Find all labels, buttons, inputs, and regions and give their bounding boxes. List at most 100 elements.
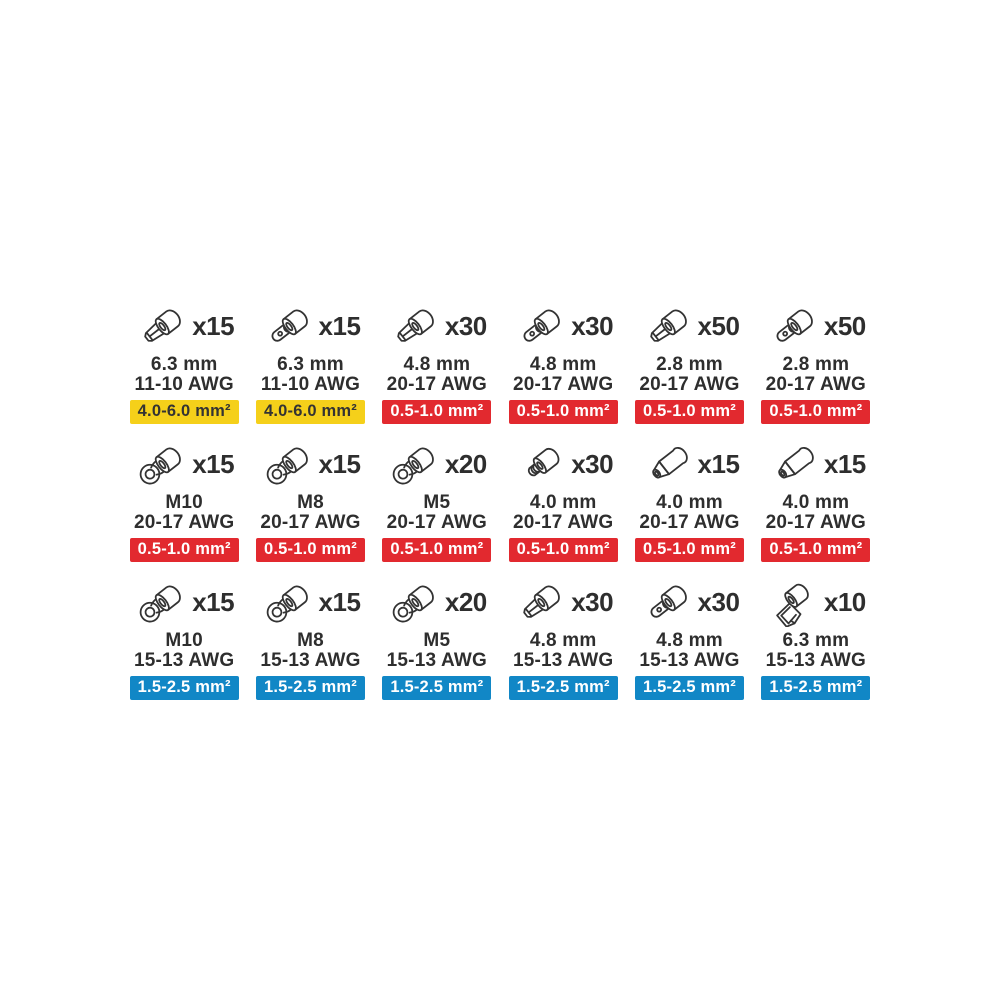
male-spade-icon: [640, 577, 698, 627]
female-spade-icon: [513, 577, 571, 627]
terminal-size-label: 4.0 mm: [529, 492, 597, 513]
terminal-icon-row: x50: [753, 300, 879, 352]
terminal-size-label: 4.8 mm: [529, 354, 597, 375]
terminal-icon-row: x15: [626, 438, 752, 490]
terminal-cell: x15 4.0 mm 20-17 AWG 0.5-1.0 mm²: [753, 438, 879, 562]
terminal-cell: x30 4.0 mm 20-17 AWG 0.5-1.0 mm²: [500, 438, 626, 562]
wire-range-badge: 1.5-2.5 mm²: [255, 676, 365, 700]
terminal-icon-row: x30: [626, 576, 752, 628]
terminal-cell: x15 4.0 mm 20-17 AWG 0.5-1.0 mm²: [626, 438, 752, 562]
quantity-label: x50: [823, 310, 866, 341]
wire-range-badge: 0.5-1.0 mm²: [761, 538, 871, 562]
male-spade-icon: [513, 301, 571, 351]
terminal-cell: x30 4.8 mm 20-17 AWG 0.5-1.0 mm²: [500, 300, 626, 424]
wire-range-badge: 0.5-1.0 mm²: [508, 400, 618, 424]
terminal-cell: x50 2.8 mm 20-17 AWG 0.5-1.0 mm²: [753, 300, 879, 424]
quantity-label: x20: [444, 448, 487, 479]
terminal-icon-row: x15: [247, 300, 373, 352]
terminal-size-label: 6.3 mm: [782, 630, 850, 651]
quantity-label: x15: [192, 310, 235, 341]
awg-rating-label: 20-17 AWG: [765, 511, 866, 533]
wire-range-badge: 0.5-1.0 mm²: [761, 400, 871, 424]
terminal-cell: x15 M8 15-13 AWG 1.5-2.5 mm²: [247, 576, 373, 700]
terminal-cell: x50 2.8 mm 20-17 AWG 0.5-1.0 mm²: [626, 300, 752, 424]
wire-range-badge: 4.0-6.0 mm²: [129, 400, 239, 424]
terminal-cell: x20 M5 20-17 AWG 0.5-1.0 mm²: [374, 438, 500, 562]
wire-range-badge: 1.5-2.5 mm²: [761, 676, 871, 700]
quantity-label: x15: [192, 448, 235, 479]
terminal-cell: x20 M5 15-13 AWG 1.5-2.5 mm²: [374, 576, 500, 700]
quantity-label: x15: [823, 448, 866, 479]
terminal-size-label: 2.8 mm: [782, 354, 850, 375]
terminal-size-label: 4.8 mm: [656, 630, 723, 651]
quantity-label: x15: [697, 448, 740, 479]
terminal-size-label: M5: [423, 630, 451, 651]
wire-range-badge: 0.5-1.0 mm²: [508, 538, 618, 562]
terminal-size-label: 4.8 mm: [529, 630, 597, 651]
ring-terminal-icon: [261, 439, 319, 489]
terminal-size-label: M5: [423, 492, 451, 513]
awg-rating-label: 15-13 AWG: [133, 649, 235, 671]
terminal-icon-row: x15: [247, 438, 373, 490]
terminal-size-label: 4.0 mm: [782, 492, 850, 513]
awg-rating-label: 15-13 AWG: [512, 649, 614, 671]
male-spade-icon: [766, 301, 824, 351]
terminal-icon-row: x15: [121, 438, 247, 490]
awg-rating-label: 15-13 AWG: [639, 649, 740, 671]
terminal-icon-row: x20: [374, 438, 500, 490]
terminal-size-label: M10: [165, 492, 203, 513]
terminal-cell: x30 4.8 mm 15-13 AWG 1.5-2.5 mm²: [626, 576, 752, 700]
terminal-cell: x15 M10 15-13 AWG 1.5-2.5 mm²: [121, 576, 247, 700]
terminal-cell: x15 M8 20-17 AWG 0.5-1.0 mm²: [247, 438, 373, 562]
terminal-icon-row: x30: [500, 438, 626, 490]
terminal-size-label: 6.3 mm: [277, 354, 344, 375]
quantity-label: x30: [571, 448, 614, 479]
quantity-label: x15: [192, 586, 235, 617]
wire-range-badge: 0.5-1.0 mm²: [634, 400, 744, 424]
terminal-icon-row: x15: [753, 438, 879, 490]
terminal-icon-row: x50: [626, 300, 752, 352]
ring-terminal-icon: [261, 577, 319, 627]
female-spade-icon: [134, 301, 192, 351]
terminal-cell: x10 6.3 mm 15-13 AWG 1.5-2.5 mm²: [753, 576, 879, 700]
terminal-icon-row: x10: [753, 576, 879, 628]
awg-rating-label: 15-13 AWG: [386, 649, 487, 671]
wire-range-badge: 0.5-1.0 mm²: [382, 538, 492, 562]
ring-terminal-icon: [134, 439, 192, 489]
terminal-size-label: M10: [165, 630, 203, 651]
wire-range-badge: 0.5-1.0 mm²: [129, 538, 239, 562]
quantity-label: x15: [318, 586, 361, 617]
terminal-size-label: 4.0 mm: [656, 492, 723, 513]
terminal-grid: x15 6.3 mm 11-10 AWG 4.0-6.0 mm² x15 6.3…: [121, 300, 879, 700]
awg-rating-label: 11-10 AWG: [260, 373, 361, 395]
quantity-label: x15: [318, 310, 361, 341]
terminal-icon-row: x30: [500, 576, 626, 628]
awg-rating-label: 20-17 AWG: [386, 511, 487, 533]
wire-range-badge: 1.5-2.5 mm²: [382, 676, 492, 700]
terminal-cell: x30 4.8 mm 15-13 AWG 1.5-2.5 mm²: [500, 576, 626, 700]
quantity-label: x50: [697, 310, 740, 341]
quantity-label: x15: [318, 448, 361, 479]
female-spade-icon: [640, 301, 698, 351]
wire-range-badge: 1.5-2.5 mm²: [634, 676, 744, 700]
flag-female-spade-icon: [766, 577, 824, 627]
terminal-icon-row: x15: [121, 300, 247, 352]
wire-range-badge: 4.0-6.0 mm²: [255, 400, 365, 424]
male-spade-icon: [261, 301, 319, 351]
terminal-icon-row: x20: [374, 576, 500, 628]
terminal-size-label: 4.8 mm: [403, 354, 471, 375]
quantity-label: x20: [444, 586, 487, 617]
awg-rating-label: 20-17 AWG: [386, 373, 487, 395]
awg-rating-label: 20-17 AWG: [260, 511, 361, 533]
awg-rating-label: 20-17 AWG: [512, 373, 614, 395]
awg-rating-label: 20-17 AWG: [512, 511, 614, 533]
female-spade-icon: [387, 301, 445, 351]
terminal-icon-row: x15: [121, 576, 247, 628]
wire-range-badge: 1.5-2.5 mm²: [129, 676, 239, 700]
terminal-cell: x15 6.3 mm 11-10 AWG 4.0-6.0 mm²: [121, 300, 247, 424]
awg-rating-label: 20-17 AWG: [765, 373, 866, 395]
ring-terminal-icon: [387, 577, 445, 627]
wire-range-badge: 0.5-1.0 mm²: [382, 400, 492, 424]
bullet-female-icon: [640, 439, 698, 489]
